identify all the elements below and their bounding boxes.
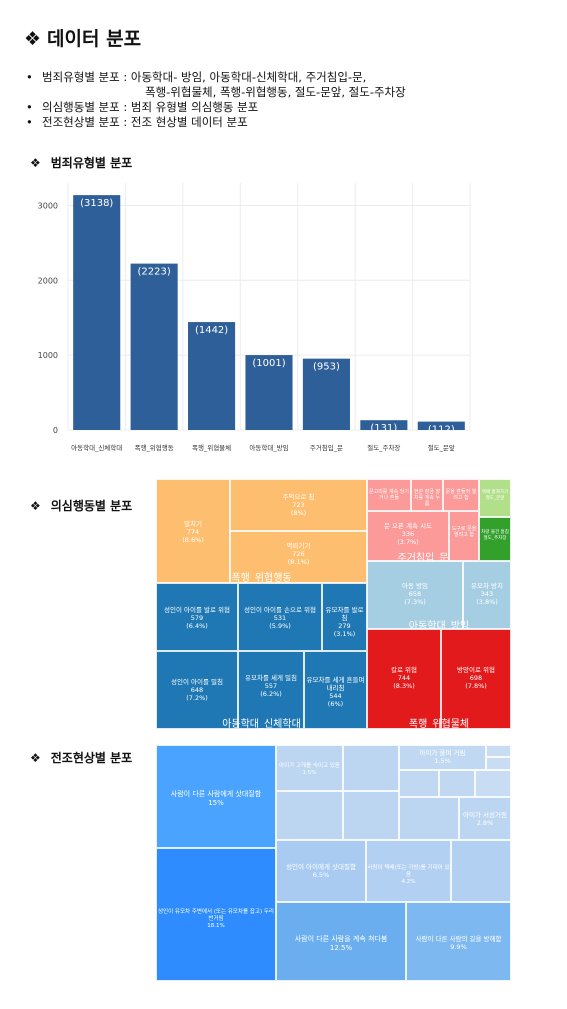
treemap-cell: 성인이 아이를 밀침 648 (7.2%) [156,651,238,729]
diamond-bullet-icon: ❖ [30,499,41,513]
bar [360,420,408,430]
treemap-cell: 멱따기기 726 (8.1%) [230,531,367,583]
section-heading-crime: ❖ 범죄유형별 분포 [30,156,133,170]
section-heading-precursor: ❖ 전조현상별 분포 [30,751,133,765]
treemap-cell [399,770,439,797]
treemap-cell: 유모차를 세게 흔들며 내리침 544 (6%) [304,651,367,729]
treemap-cell [475,770,511,797]
treemap-cell: 유모차를 세게 밀침 557 (6.2%) [238,651,304,729]
bar-value-label: (1442) [195,325,228,336]
x-tick-label: 아동학대_방임 [249,443,288,452]
bar [417,421,465,430]
y-tick-label: 2000 [38,276,58,285]
bullet-text: 전조현상별 분포 : 전조 현상별 데이터 분포 [42,115,248,129]
treemap-cell [486,757,511,770]
bullet-item: 의심행동별 분포 : 범죄 유형별 의심행동 분포 [26,100,406,115]
diamond-bullet-icon: ❖ [30,156,41,170]
x-tick-label: 아동학대_신체학대 [71,443,122,452]
y-tick-label: 0 [53,426,58,435]
section-heading-behavior: ❖ 의심행동별 분포 [30,499,133,513]
treemap-cell: 주먹으로 침 723 (8%) [230,479,367,531]
treemap-group-label: 아동학대_방임 [408,621,470,632]
bar [188,322,236,430]
treemap-cell [399,797,459,840]
treemap-cell: 현관 잠금 장치를 계속 누름 [411,479,443,511]
bullet-item: 범죄유형별 분포 : 아동학대- 방임, 아동학대-신체학대, 주거침입-문, … [26,70,406,100]
bar-value-label: (112) [428,425,455,436]
treemap-cell: 도구로 문을 열려고 함 [449,511,479,561]
treemap-cell: 아이가 울며 거림 1.5% [399,745,486,770]
bar-value-label: (3138) [80,198,113,209]
treemap-cell: 아동 방임 658 (7.3%) [367,561,463,629]
x-tick-label: 폭행_위협물체 [192,443,231,452]
treemap-cell: 문고리를 계속 당기거나 흔듦 [367,479,411,511]
treemap-cell: 유모차를 발로 침 279 (3.1%) [322,583,367,651]
bar [130,263,178,430]
treemap-cell: 밀치기 774 (8.6%) [156,479,230,583]
x-tick-label: 절도_주차장 [367,443,400,452]
treemap-group-label: 폭행_위협물체 [408,719,470,730]
treemap-cell [276,791,343,840]
bullet-text: 의심행동별 분포 : 범죄 유형별 의심행동 분포 [42,100,259,114]
treemap-cell [451,840,511,902]
treemap-cell: 방망이로 위협 698 (7.8%) [441,629,511,729]
y-tick-label: 1000 [38,351,58,360]
treemap-cell [343,745,399,791]
treemap-cell: 사람이 다른 사람에게 삿대질함 15% [156,745,276,848]
diamond-bullet-icon: ❖ [24,28,42,50]
bullet-list: 범죄유형별 분포 : 아동학대- 방임, 아동학대-신체학대, 주거침입-문, … [26,70,406,130]
precursor-treemap: 사람이 다른 사람에게 삿대질함 15% 성인이 유모차 주변에서 (또는 유모차… [156,745,511,981]
y-tick-label: 3000 [38,201,58,210]
treemap-cell: 유모차 방치 343 (3.8%) [463,561,511,629]
treemap-cell: 칼로 위협 744 (8.3%) [367,629,441,729]
treemap-cell: 성인이 유모차 주변에서 (또는 유모차를 잡고) 두리번거림 18.1% [156,848,276,981]
treemap-cell: 사람이 다른 사람을 계속 쳐다봄 12.5% [276,902,406,981]
treemap-cell: 문을 흔들어 열려고 함 [443,479,479,511]
bar-value-label: (2223) [138,267,171,278]
crime-type-bar-chart: 0 1000 2000 3000 (3138) 아동학대_신체학대 (2223) 폭행_위협행… [38,183,471,452]
treemap-cell: 성인이 아이에게 삿대질함 6.5% [276,840,366,902]
treemap-cell: 성인이 아이를 발로 위협 579 (6.4%) [156,583,238,651]
bar [302,358,350,430]
bullet-text: 범죄유형별 분포 : 아동학대- 방임, 아동학대-신체학대, 주거침입-문, [42,70,367,84]
treemap-cell: 차량 물건 훔침 절도_주차장 [479,517,511,561]
page-title: ❖ 데이터 분포 [24,28,142,50]
bullet-text-continued: 폭행-위협물체, 폭행-위협행동, 절도-문앞, 절도-주차장 [145,85,406,99]
treemap-group-label: 폭행_위협행동 [231,573,292,584]
treemap-cell: 사람이 다른 사람의 길을 방해함 9.9% [406,902,511,981]
bar-value-label: (1001) [252,358,285,369]
bullet-item: 전조현상별 분포 : 전조 현상별 데이터 분포 [26,115,406,130]
treemap-cell [343,791,399,840]
treemap-cell: 택배 훔쳐가기 절도_문앞 [479,479,511,517]
bar-value-label: (131) [370,423,397,434]
treemap-group-label: 아동학대_신체학대 [222,719,301,730]
x-tick-label: 폭행_위협행동 [135,443,174,452]
diamond-bullet-icon: ❖ [30,751,41,765]
treemap-cell: 성인이 아이를 손으로 위협 531 (5.9%) [238,583,322,651]
behavior-treemap: 밀치기 774 (8.6%) 주먹으로 침 723 (8%) 멱따기기 726 (8.1%)… [156,479,511,730]
x-tick-label: 주거침입_문 [310,443,343,452]
bar [245,355,293,430]
treemap-cell: 아이가 서성거림 2.8% [459,797,511,840]
bar [73,195,121,430]
treemap-group-label: 주거침입_문 [397,553,449,564]
treemap-cell [439,770,475,797]
treemap-cell: 문 오픈 계속 시도 336 (3.7%) [367,511,449,561]
x-tick-label: 절도_문앞 [428,444,455,452]
treemap-cell: 아이가 고개를 숙이고 있음 1.5% [276,745,343,791]
bar-value-label: (953) [313,362,340,373]
treemap-cell: 사람이 택배(또는 가방)를 기대어 있음 4.2% [366,840,451,902]
treemap-cell [486,745,511,757]
